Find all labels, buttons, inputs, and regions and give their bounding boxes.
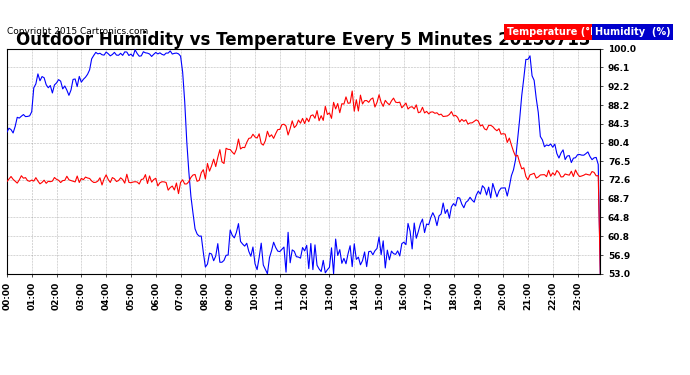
Text: Humidity  (%): Humidity (%)	[595, 27, 671, 37]
Text: Temperature (°F): Temperature (°F)	[507, 27, 602, 37]
Text: Copyright 2015 Cartronics.com: Copyright 2015 Cartronics.com	[7, 27, 148, 36]
Title: Outdoor Humidity vs Temperature Every 5 Minutes 20150713: Outdoor Humidity vs Temperature Every 5 …	[17, 31, 591, 49]
